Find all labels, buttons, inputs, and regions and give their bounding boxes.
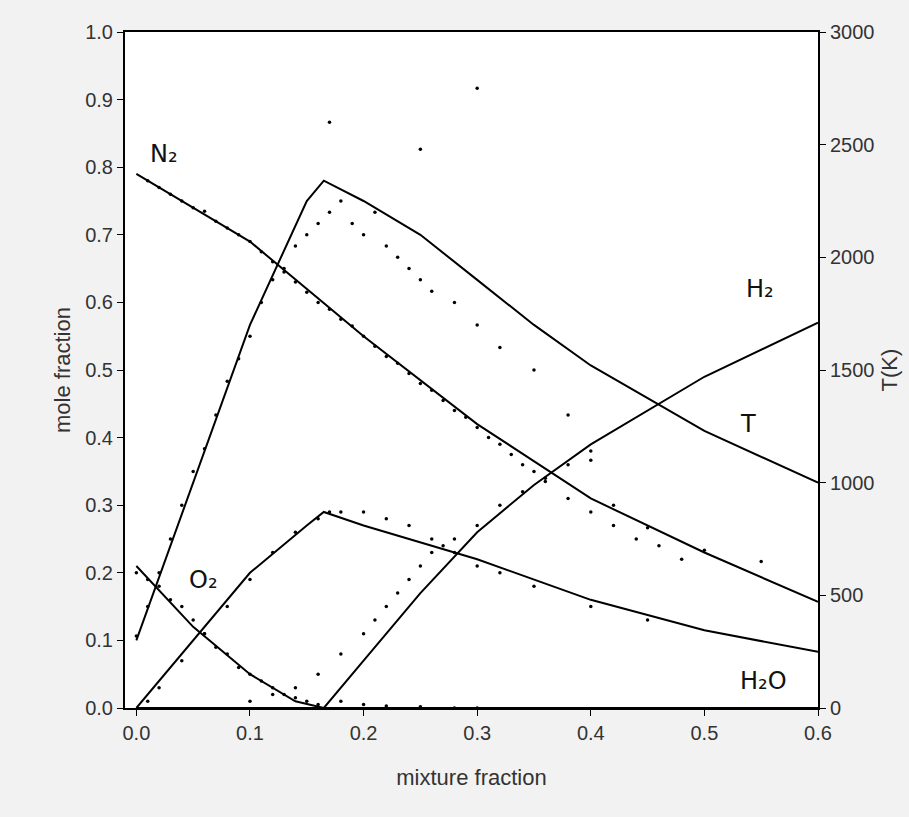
- svg-text:O₂: O₂: [189, 566, 218, 594]
- svg-text:T(K): T(K): [877, 349, 902, 392]
- svg-text:0.5: 0.5: [85, 359, 113, 381]
- svg-text:500: 500: [830, 584, 863, 606]
- svg-text:0.1: 0.1: [236, 722, 264, 744]
- svg-text:0.0: 0.0: [122, 722, 150, 744]
- svg-text:1000: 1000: [830, 472, 875, 494]
- svg-text:0: 0: [830, 697, 841, 719]
- svg-text:1.0: 1.0: [85, 21, 113, 43]
- svg-text:T: T: [740, 410, 756, 438]
- svg-text:0.1: 0.1: [85, 629, 113, 651]
- svg-text:N₂: N₂: [150, 140, 178, 168]
- svg-text:3000: 3000: [830, 21, 875, 43]
- svg-text:0.3: 0.3: [85, 494, 113, 516]
- svg-text:2500: 2500: [830, 134, 875, 156]
- svg-text:2000: 2000: [830, 246, 875, 268]
- svg-text:1500: 1500: [830, 359, 875, 381]
- svg-text:mole fraction: mole fraction: [50, 307, 75, 433]
- svg-text:0.7: 0.7: [85, 224, 113, 246]
- svg-text:0.3: 0.3: [463, 722, 491, 744]
- svg-text:0.2: 0.2: [85, 562, 113, 584]
- svg-text:H₂O: H₂O: [740, 667, 787, 695]
- svg-text:mixture fraction: mixture fraction: [396, 765, 546, 790]
- svg-text:0.9: 0.9: [85, 89, 113, 111]
- svg-text:0.8: 0.8: [85, 156, 113, 178]
- svg-text:0.4: 0.4: [85, 427, 113, 449]
- svg-text:0.4: 0.4: [577, 722, 605, 744]
- svg-text:0.2: 0.2: [350, 722, 378, 744]
- svg-text:H₂: H₂: [746, 275, 774, 303]
- svg-text:0.0: 0.0: [85, 697, 113, 719]
- svg-text:0.6: 0.6: [85, 291, 113, 313]
- svg-text:0.6: 0.6: [804, 722, 832, 744]
- svg-text:0.5: 0.5: [690, 722, 718, 744]
